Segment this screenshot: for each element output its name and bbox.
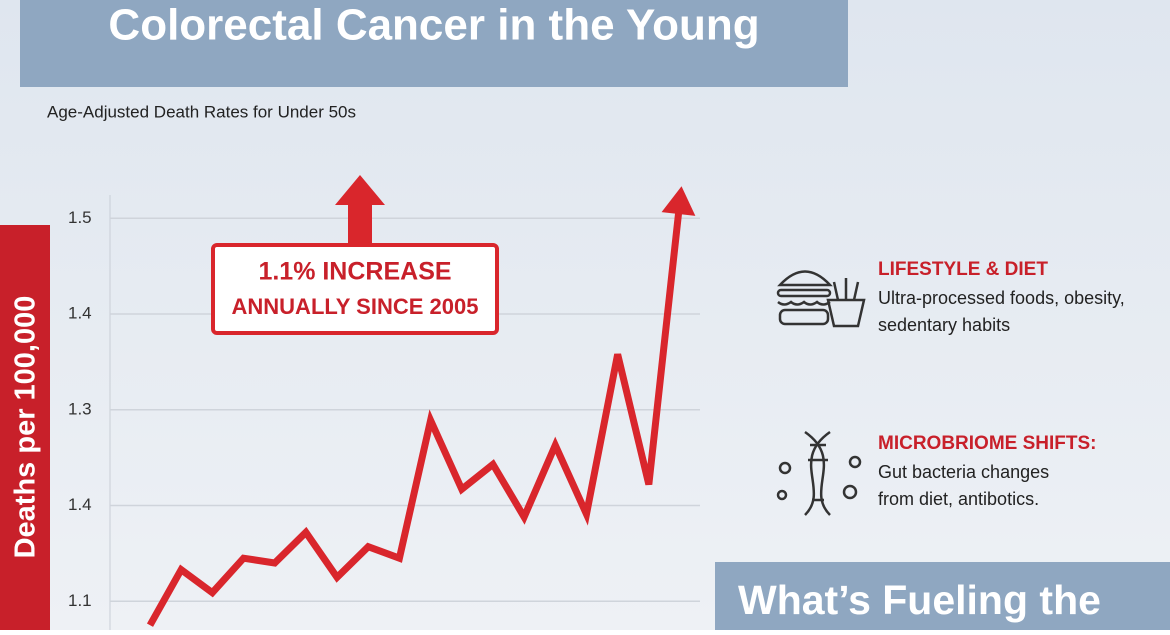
factor-heading: LIFESTYLE & DIET — [878, 259, 1048, 280]
title-box — [20, 0, 848, 87]
y-label-bar — [0, 225, 50, 630]
data-line — [146, 199, 684, 627]
y-tick-label: 1.4 — [68, 495, 92, 514]
factors: LIFESTYLE & DIET Ultra-processed foods, o… — [878, 259, 1125, 509]
y-tick-label: 1.5 — [68, 208, 92, 227]
up-arrow — [335, 175, 385, 245]
callout-line: 1.1% INCREASE — [258, 258, 451, 286]
dna-icon — [776, 430, 862, 516]
factor-text: Gut bacteria changes — [878, 462, 1049, 482]
chart-title: Colorectal Cancer in the Young — [108, 1, 759, 50]
callout-line: ANNUALLY SINCE 2005 — [232, 294, 479, 319]
y-tick-label: 1.4 — [68, 304, 92, 323]
footer-box — [715, 562, 1170, 630]
y-axis-label: Deaths per 100,000 — [10, 296, 42, 559]
factor-text: Ultra-processed foods, obesity, — [878, 288, 1125, 308]
line-arrowhead — [661, 186, 696, 216]
callout-box — [211, 243, 499, 335]
chart-subtitle: Age-Adjusted Death Rates for Under 50s — [47, 102, 356, 121]
burger-icon — [776, 270, 866, 328]
y-tick-label: 1.1 — [68, 591, 92, 610]
footer-heading: What’s Fueling the — [738, 577, 1101, 623]
factor-text: sedentary habits — [878, 315, 1010, 335]
plot: 1.1 1.4 1.3 1.4 1.5 — [68, 186, 700, 627]
y-tick-label: 1.3 — [68, 399, 92, 418]
factor-heading: MICROBRIOME SHIFTS: — [878, 433, 1097, 454]
factor-text: from diet, antibotics. — [878, 489, 1039, 509]
